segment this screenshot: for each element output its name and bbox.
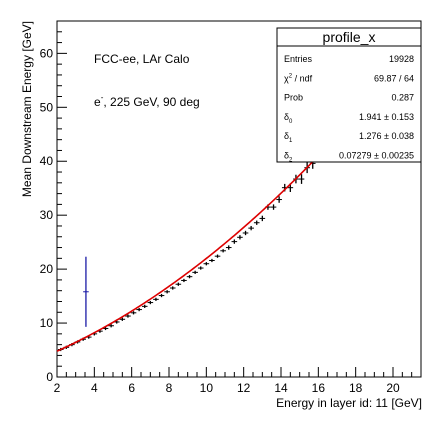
y-tick-label: 0 [46,370,53,384]
stats-row-symbol: Entries [284,54,313,64]
data-point [141,304,148,308]
data-point [147,300,154,305]
annotation-beam: e-, 225 GeV, 90 deg [94,93,200,109]
data-point [108,324,114,328]
data-point [197,266,204,270]
annotation-charge: - [101,93,104,102]
data-point [175,282,182,286]
data-point [276,196,282,203]
stats-row-subscript: 0 [289,119,293,125]
data-point [186,275,193,279]
x-tick-label: 18 [349,381,363,395]
data-point [136,307,142,312]
data-point [270,204,277,210]
stats-row-symbol: δ [284,151,289,161]
stats-row-label: Prob [284,93,303,103]
stats-row-suffix: / ndf [292,73,313,83]
y-tick-label: 60 [40,46,54,60]
x-tick-label: 12 [237,381,251,395]
y-tick-label: 10 [40,316,54,330]
data-point [83,256,89,327]
y-axis-label: Mean Downstream Energy [GeV] [20,21,34,197]
stats-row-symbol: Prob [284,93,303,103]
stats-row-symbol: δ [284,112,289,122]
stats-box-title: profile_x [323,29,376,45]
data-point [169,286,176,290]
data-point [203,262,210,266]
y-tick-label: 30 [40,208,54,222]
x-tick-label: 4 [91,381,98,395]
data-point [119,317,126,321]
annotation-particle: e [94,95,101,109]
plot-frame [56,20,422,378]
data-point [220,249,226,253]
stats-row-value: 19928 [389,54,414,64]
data-point [225,245,232,250]
stats-row-value: 0.07279 ± 0.00235 [339,151,414,161]
data-point [214,254,221,258]
data-point [259,215,266,222]
annotation-conditions: , 225 GeV, 90 deg [103,95,199,109]
stats-row-value: 1.941 ± 0.153 [359,112,414,122]
x-axis-label: Energy in layer id: 11 [GeV] [276,396,422,410]
stats-row-value: 1.276 ± 0.038 [359,131,414,141]
stats-row-label: δ2 [284,151,293,164]
stats-row-superscript: 2 [289,73,293,79]
data-point [209,258,215,263]
x-tick-label: 2 [54,381,61,395]
stats-row-label: δ0 [284,112,293,125]
stats-row-label: δ1 [284,131,293,144]
stats-row-label: Entries [284,54,313,64]
y-tick-label: 20 [40,262,54,276]
stats-row-subscript: 1 [289,138,293,144]
x-axis: 2 4 6 8 10 12 14 16 18 20 [54,367,422,395]
data-point [130,311,137,315]
data-point [298,174,305,184]
stats-row-subscript: 2 [289,158,293,164]
data-point [253,220,260,225]
x-tick-label: 6 [128,381,135,395]
data-point [248,225,254,231]
x-tick-label: 14 [274,381,288,395]
annotation-experiment: FCC-ee, LAr Calo [94,52,190,66]
stats-row-value: 69.87 / 64 [374,73,414,83]
data-point [164,290,170,294]
y-tick-label: 50 [40,100,54,114]
x-tick-label: 8 [166,381,173,395]
x-tick-label: 10 [200,381,214,395]
data-points [57,146,327,352]
data-point [231,239,238,244]
stats-row-value: 0.287 [391,93,414,103]
data-point [192,270,198,274]
fit-curve [56,137,336,352]
data-point [125,314,131,318]
x-tick-label: 20 [386,381,400,395]
y-axis: 0 10 20 30 40 50 60 [40,20,67,384]
stats-row-symbol: χ [284,73,289,83]
x-tick-label: 16 [312,381,326,395]
stats-box-frame [276,27,422,163]
data-point [158,293,165,298]
stats-row-symbol: δ [284,131,289,141]
data-point [181,278,187,283]
y-tick-label: 40 [40,154,54,168]
data-point [153,297,159,301]
data-point [242,230,249,236]
data-point [237,235,243,240]
stats-row-label: χ2 / ndf [284,73,313,83]
